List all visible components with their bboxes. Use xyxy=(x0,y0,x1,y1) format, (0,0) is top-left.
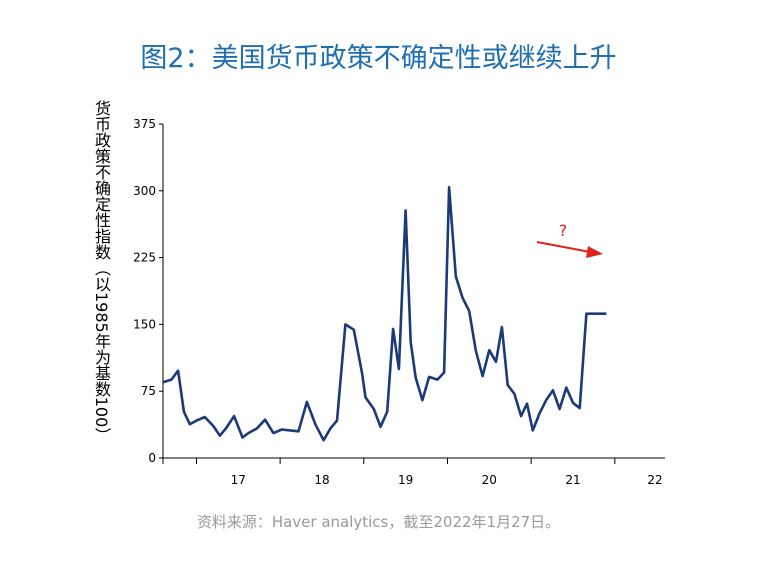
source-note: 资料来源：Haver analytics，截至2022年1月27日。 xyxy=(196,513,561,531)
arrow-head xyxy=(586,246,603,258)
annotation-question-mark: ? xyxy=(559,221,568,240)
x-tick-label: 19 xyxy=(398,473,413,487)
y-tick-label: 300 xyxy=(133,184,156,198)
tick-labels: 0 75 150 225 300 375 17 18 19 20 21 22 xyxy=(133,117,663,487)
annotation-arrow: ? xyxy=(536,221,603,258)
x-tick-label: 17 xyxy=(231,473,246,487)
y-tick-label: 0 xyxy=(148,451,156,465)
x-tick-label: 20 xyxy=(482,473,497,487)
axes xyxy=(159,123,665,464)
arrow-shaft xyxy=(536,241,591,253)
y-tick-label: 375 xyxy=(133,117,156,131)
y-tick-label: 75 xyxy=(141,384,156,398)
series-line xyxy=(162,185,607,442)
x-tick-label: 22 xyxy=(647,473,662,487)
y-axis-label: 货币政策不确定性指数（以1985年为基数100） xyxy=(92,100,111,444)
y-tick-label: 225 xyxy=(133,251,156,265)
x-tick-label: 18 xyxy=(314,473,329,487)
y-tick-label: 150 xyxy=(133,317,156,331)
x-tick-label: 21 xyxy=(565,473,580,487)
chart-title: 图2：美国货币政策不确定性或继续上升 xyxy=(140,43,617,74)
